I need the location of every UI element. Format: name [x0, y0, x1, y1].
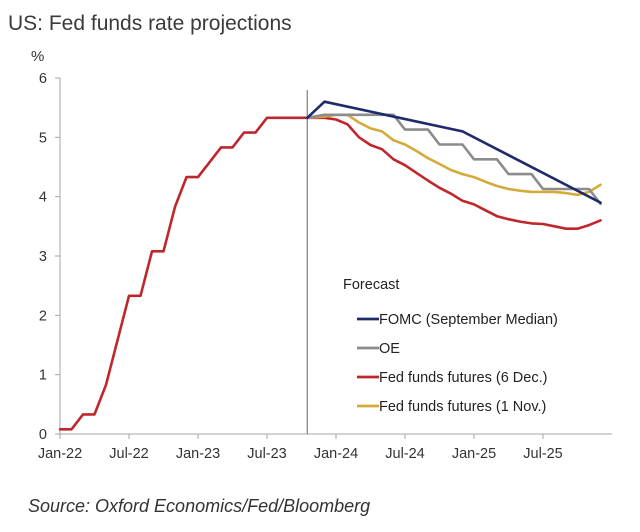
x-tick-label: Jan-22: [38, 446, 82, 462]
legend-label-fomc: FOMC (September Median): [379, 312, 558, 328]
series-line-fomc: [306, 100, 602, 204]
series-line-futures-dec: [58, 116, 602, 431]
legend-label-futures-dec: Fed funds futures (6 Dec.): [379, 370, 547, 386]
series-line-futures-nov: [306, 113, 602, 197]
x-tick-label: Jan-25: [452, 446, 496, 462]
legend: FOMC (September Median) OE Fed funds futur…: [357, 312, 558, 415]
y-tick-label: 2: [39, 308, 47, 324]
y-tick-label: 6: [39, 71, 47, 87]
legend-label-futures-nov: Fed funds futures (1 Nov.): [379, 399, 546, 415]
series-line-oe: [306, 113, 602, 206]
axes-layer: 0 1 2 3 4 5 6 Jan-22 Jul-22 Jan-23 Jul-23 Jan-24 Jul…: [38, 71, 612, 462]
x-tick-label: Jul-22: [109, 446, 149, 462]
source-note: Source: Oxford Economics/Fed/Bloomberg: [28, 496, 370, 516]
y-tick-label: 1: [39, 368, 47, 384]
y-tick-label: 0: [39, 427, 47, 443]
y-tick-label: 4: [39, 190, 47, 206]
y-tick-label: 5: [39, 130, 47, 146]
legend-label-oe: OE: [379, 341, 400, 357]
x-tick-label: Jul-25: [523, 446, 563, 462]
chart-title: US: Fed funds rate projections: [8, 12, 292, 35]
x-tick-label: Jul-24: [385, 446, 425, 462]
series-layer: [58, 100, 602, 431]
x-tick-label: Jan-24: [314, 446, 358, 462]
x-tick-label: Jan-23: [176, 446, 220, 462]
y-unit-label: %: [31, 48, 44, 65]
forecast-annotation: Forecast: [343, 277, 399, 293]
y-tick-label: 3: [39, 249, 47, 265]
x-tick-label: Jul-23: [247, 446, 287, 462]
